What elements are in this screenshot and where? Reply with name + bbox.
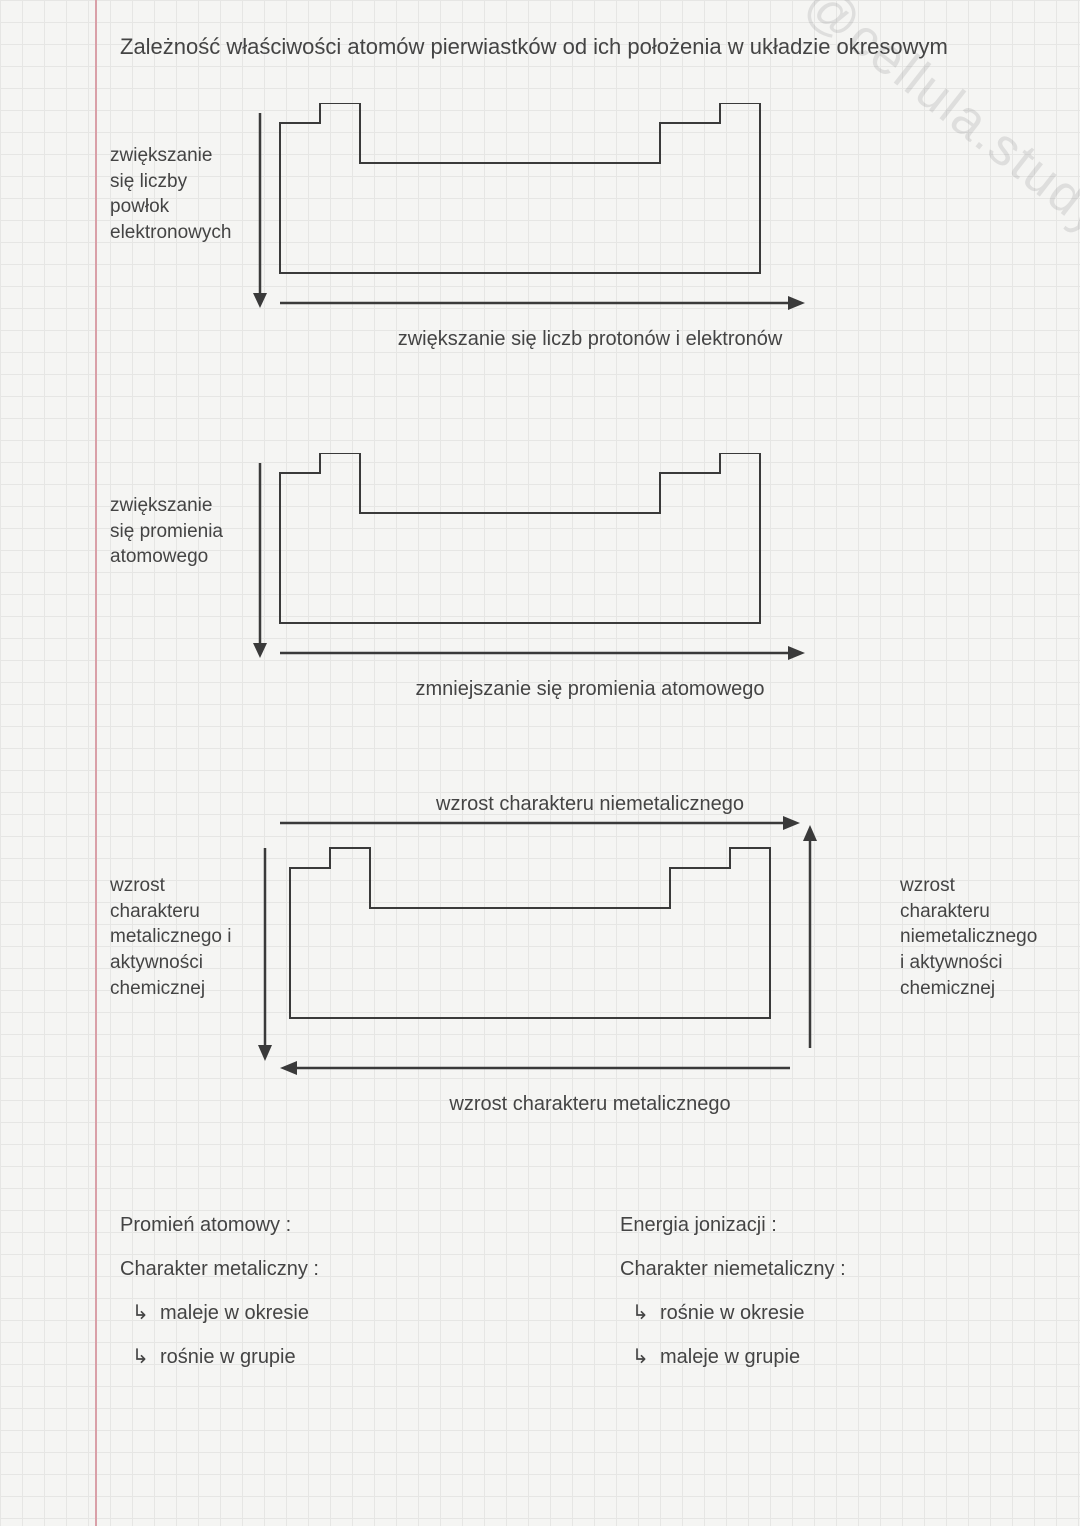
- diagram-1-svg: [250, 103, 850, 353]
- notebook-margin-line: [95, 0, 97, 1526]
- arrowhead-right-icon: [788, 646, 805, 660]
- diagram-2: zwiększanie się promienia atomowego zmni…: [120, 443, 1040, 743]
- notes-right-bullet-2: maleje w grupie: [620, 1335, 1040, 1379]
- notes-left-heading-1: Promień atomowy :: [120, 1203, 540, 1247]
- notes-right-bullet-1: rośnie w okresie: [620, 1291, 1040, 1335]
- diagram-1-bottom-label: zwiększanie się liczb protonów i elektro…: [320, 328, 860, 351]
- diagram-3-bottom-label: wzrost charakteru metalicznego: [320, 1093, 860, 1116]
- arrowhead-up-icon: [803, 825, 817, 841]
- arrowhead-down-icon: [258, 1045, 272, 1061]
- notes-section: Promień atomowy : Charakter metaliczny :…: [120, 1203, 1040, 1379]
- notes-left-column: Promień atomowy : Charakter metaliczny :…: [120, 1203, 540, 1379]
- diagram-2-left-label: zwiększanie się promienia atomowego: [110, 493, 240, 570]
- diagram-2-bottom-label: zmniejszanie się promienia atomowego: [320, 678, 860, 701]
- notes-right-column: Energia jonizacji : Charakter niemetalic…: [620, 1203, 1040, 1379]
- diagram-3-left-label: wzrost charakteru metalicznego i aktywno…: [110, 873, 240, 1001]
- notes-left-heading-2: Charakter metaliczny :: [120, 1247, 540, 1291]
- arrowhead-right-icon: [783, 816, 800, 830]
- arrowhead-down-icon: [253, 293, 267, 308]
- diagram-1: zwiększanie się liczby powłok elektronow…: [120, 93, 1040, 393]
- notes-left-bullet-1: maleje w okresie: [120, 1291, 540, 1335]
- diagram-3: wzrost charakteru niemetalicznego wzrost…: [120, 793, 1040, 1153]
- diagram-1-left-label: zwiększanie się liczby powłok elektronow…: [110, 143, 240, 246]
- diagram-3-right-label: wzrost charakteru niemetalicznego i akty…: [900, 873, 1040, 1001]
- notes-left-bullet-2: rośnie w grupie: [120, 1335, 540, 1379]
- periodic-table-outline: [280, 103, 760, 273]
- arrowhead-right-icon: [788, 296, 805, 310]
- arrowhead-down-icon: [253, 643, 267, 658]
- diagram-3-svg: [250, 813, 890, 1123]
- periodic-table-outline: [280, 453, 760, 623]
- arrowhead-left-icon: [280, 1061, 297, 1075]
- page-content: Zależność właściwości atomów pierwiastkó…: [120, 30, 1040, 1379]
- notes-right-heading-2: Charakter niemetaliczny :: [620, 1247, 1040, 1291]
- notes-right-heading-1: Energia jonizacji :: [620, 1203, 1040, 1247]
- diagram-2-svg: [250, 453, 850, 703]
- page-title: Zależność właściwości atomów pierwiastkó…: [120, 30, 1040, 63]
- periodic-table-outline: [290, 848, 770, 1018]
